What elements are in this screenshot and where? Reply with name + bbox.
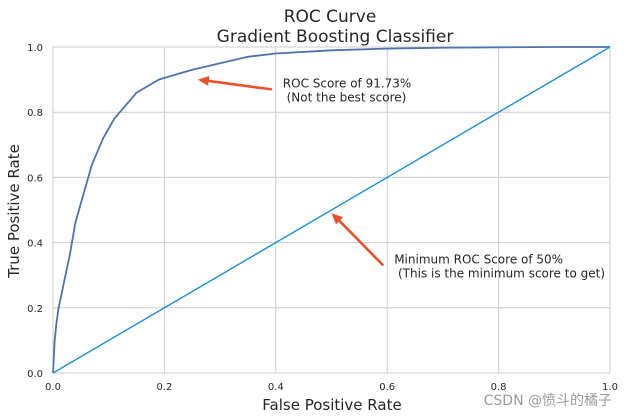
x-tick-label: 1.0	[602, 382, 618, 393]
annotation-arrow-shaft	[206, 79, 272, 91]
chart-title-line-2: Gradient Boosting Classifier	[217, 27, 454, 47]
annotation-arrow-head	[331, 213, 343, 225]
y-tick-label: 1.0	[27, 43, 43, 54]
annotation-text: (Not the best score)	[283, 90, 407, 104]
x-tick-label: 0.0	[45, 382, 61, 393]
x-ticks: 0.0 0.2 0.4 0.6 0.8 1.0	[45, 382, 618, 393]
y-tick-label: 0.4	[27, 239, 43, 250]
y-tick-label: 0.2	[27, 304, 43, 315]
y-tick-label: 0.8	[27, 108, 43, 119]
y-ticks: 0.0 0.2 0.4 0.6 0.8 1.0	[27, 43, 43, 380]
y-axis-label: True Positive Rate	[5, 144, 23, 279]
annotation-arrow-shaft	[337, 218, 385, 267]
roc-curve-line	[52, 46, 610, 374]
x-axis-label: False Positive Rate	[262, 396, 401, 414]
plot-frame	[52, 46, 611, 374]
annotations: ROC Score of 91.73% (Not the best score)…	[197, 76, 605, 280]
y-tick-label: 0.0	[27, 369, 43, 380]
x-tick-label: 0.4	[268, 382, 284, 393]
x-tick-label: 0.6	[379, 382, 395, 393]
x-tick-label: 0.8	[491, 382, 507, 393]
y-tick-label: 0.6	[27, 173, 43, 184]
series-lines	[52, 46, 611, 374]
annotation-text: ROC Score of 91.73%	[283, 76, 412, 90]
annotation-text: (This is the minimum score to get)	[394, 266, 605, 280]
annotation-text: Minimum ROC Score of 50%	[394, 252, 563, 266]
annotation-arrow-head	[197, 76, 210, 86]
x-tick-label: 0.2	[156, 382, 172, 393]
watermark: CSDN @愤斗的橘子	[484, 393, 612, 409]
chart-title-line-1: ROC Curve	[284, 7, 377, 27]
baseline-diagonal-line	[52, 46, 611, 374]
